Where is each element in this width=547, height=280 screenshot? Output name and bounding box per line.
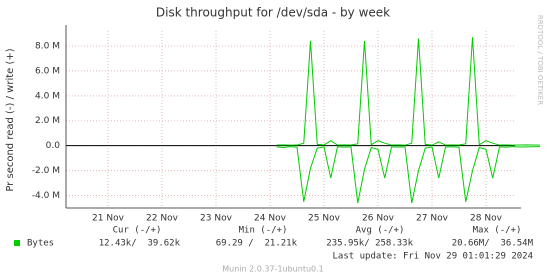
y-tick-label: -4.0 M: [32, 191, 60, 201]
x-tick-label: 21 Nov: [92, 214, 125, 224]
y-tick-label: 4.0 M: [35, 91, 60, 101]
legend-header: Cur (-/+): [113, 226, 162, 236]
footer: Munin 2.0.37-1ubuntu0.1: [222, 265, 324, 274]
x-tick-label: 23 Nov: [200, 214, 233, 224]
side-text: RRDTOOL / TOBI OETIKER: [536, 15, 544, 105]
x-tick-label: 24 Nov: [254, 214, 287, 224]
y-tick-label: 2.0 M: [35, 116, 60, 126]
y-tick-label: 8.0 M: [35, 41, 60, 51]
legend-value: 235.95k/ 258.33k: [326, 239, 413, 249]
legend-value: 20.66M/ 36.54M: [452, 239, 534, 249]
y-tick-label: 6.0 M: [35, 66, 60, 76]
legend-label: Bytes: [27, 239, 54, 249]
legend-header: Avg (-/+): [356, 226, 405, 236]
x-tick-label: 28 Nov: [470, 214, 503, 224]
legend-swatch: [14, 240, 20, 246]
data-line: [276, 37, 541, 146]
chart-title: Disk throughput for /dev/sda - by week: [156, 6, 390, 20]
last-update: Last update: Fri Nov 29 01:01:29 2024: [333, 252, 533, 262]
legend-value: 12.43k/ 39.62k: [99, 239, 181, 249]
x-tick-label: 22 Nov: [146, 214, 179, 224]
y-tick-label: 0.0: [46, 141, 61, 151]
x-tick-label: 26 Nov: [362, 214, 395, 224]
y-axis-label: Pr second read (-) / write (+): [5, 48, 16, 191]
legend-header: Min (-/+): [239, 226, 288, 236]
x-tick-label: 25 Nov: [308, 214, 341, 224]
legend-header: Max (-/+): [473, 226, 522, 236]
data-line: [276, 146, 541, 204]
y-tick-label: -2.0 M: [32, 166, 60, 176]
legend-value: 69.29 / 21.21k: [216, 239, 298, 249]
x-tick-label: 27 Nov: [416, 214, 449, 224]
plot-area: [66, 31, 515, 208]
